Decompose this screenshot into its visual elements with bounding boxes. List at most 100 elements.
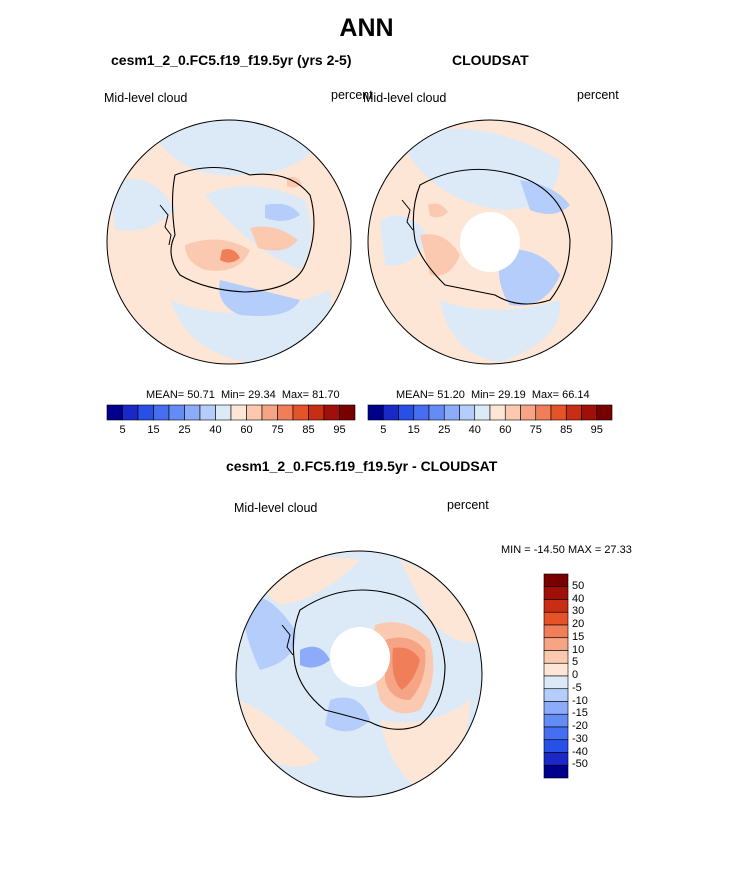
diff-colorbar-swatch — [543, 688, 569, 702]
obs-colorbar-tick-label: 25 — [438, 424, 451, 436]
model-mean-label: MEAN= — [146, 389, 185, 401]
obs-colorbar-tick-label: 95 — [590, 424, 603, 436]
obs-colorbar-swatch — [398, 404, 415, 421]
model-colorbar-swatch — [199, 404, 216, 421]
diff-colorbar-swatch — [543, 650, 569, 664]
diff-colorbar-tick-label: -15 — [572, 707, 588, 720]
obs-max-value: 66.14 — [562, 389, 590, 401]
obs-mean-value: 51.20 — [437, 389, 465, 401]
obs-max-label: Max= — [531, 389, 560, 401]
obs-colorbar-tick-label: 85 — [560, 424, 573, 436]
obs-colorbar-swatch — [382, 404, 399, 421]
model-colorbar-swatch — [323, 404, 340, 421]
model-colorbar-swatch — [153, 404, 170, 421]
diff-colorbar-swatch — [543, 752, 569, 766]
diff-colorbar-tick-label: 50 — [572, 579, 585, 592]
obs-units-label: percent — [577, 88, 619, 102]
obs-colorbar-swatch — [504, 404, 521, 421]
obs-map — [367, 119, 613, 365]
obs-colorbar-swatch — [535, 404, 552, 421]
model-colorbar-swatch — [308, 404, 325, 421]
obs-min-value: 29.19 — [498, 389, 526, 401]
diff-colorbar — [543, 573, 569, 779]
obs-colorbar-swatch — [565, 404, 582, 421]
obs-min-label: Min= — [470, 389, 496, 401]
model-red-patch-1 — [185, 239, 250, 271]
diff-blue-south — [325, 697, 370, 732]
obs-coastline — [412, 168, 571, 305]
model-colorbar — [106, 404, 356, 421]
model-red-patch-2 — [250, 226, 298, 251]
obs-colorbar — [367, 404, 613, 421]
diff-colorbar-tick-label: 15 — [572, 630, 585, 643]
diff-colorbar-swatch — [543, 675, 569, 690]
obs-colorbar-tick-label: 15 — [407, 424, 420, 436]
model-blue-patch — [265, 203, 300, 221]
obs-colorbar-swatch — [459, 404, 476, 421]
model-colorbar-tick-label: 60 — [240, 424, 253, 436]
diff-red-core — [392, 647, 420, 690]
model-max-value: 81.70 — [312, 389, 340, 401]
main-title: ANN — [339, 14, 394, 42]
obs-polar-mask — [460, 212, 520, 272]
model-min-value: 29.34 — [248, 389, 276, 401]
obs-colorbar-tick-label: 40 — [468, 424, 481, 436]
model-red-core — [220, 249, 240, 263]
model-colorbar-swatch — [184, 404, 201, 421]
model-colorbar-swatch — [277, 404, 294, 421]
model-colorbar-swatch — [292, 404, 309, 421]
model-map-border — [106, 119, 352, 365]
model-min-label: Min= — [220, 389, 246, 401]
model-stats: MEAN= 50.71 Min= 29.34 Max= 81.70 — [146, 389, 340, 401]
diff-units-label: percent — [447, 498, 489, 512]
obs-blue-south — [440, 300, 561, 362]
obs-colorbar-swatch — [520, 404, 537, 421]
model-blue-ross — [219, 280, 300, 316]
obs-colorbar-swatch — [367, 404, 384, 421]
obs-peninsula — [401, 199, 414, 231]
diff-colorbar-swatch — [543, 611, 569, 626]
model-colorbar-tick-label: 95 — [333, 424, 346, 436]
model-map — [106, 119, 352, 365]
diff-colorbar-tick-label: 0 — [572, 669, 579, 681]
obs-colorbar-tick-label: 5 — [380, 424, 387, 436]
diff-colorbar-swatch — [543, 701, 569, 715]
obs-variable-label: Mid-level cloud — [363, 91, 447, 105]
model-max-label: Max= — [281, 389, 310, 401]
obs-red-west — [420, 234, 460, 276]
diff-colorbar-swatch — [543, 624, 569, 639]
diff-colorbar-tick-label: -50 — [572, 758, 588, 771]
diff-colorbar-swatch — [543, 662, 569, 677]
obs-blue-west — [380, 215, 430, 266]
model-colorbar-tick-label: 5 — [119, 424, 126, 436]
model-colorbar-swatch — [246, 404, 263, 421]
model-colorbar-swatch — [215, 404, 232, 421]
obs-colorbar-swatch — [428, 404, 445, 421]
diff-colorbar-tick-label: -30 — [572, 732, 588, 745]
model-variable-label: Mid-level cloud — [104, 91, 188, 105]
model-colorbar-tick-label: 85 — [302, 424, 315, 436]
model-colorbar-swatch — [261, 404, 278, 421]
model-mean-value: 50.71 — [187, 389, 215, 401]
diff-colorbar-swatch — [543, 573, 569, 588]
diff-polar-mask — [330, 627, 390, 687]
diff-panel-title: cesm1_2_0.FC5.f19_f19.5yr - CLOUDSAT — [226, 458, 498, 474]
diff-colorbar-swatch — [543, 713, 569, 728]
model-colorbar-swatch — [168, 404, 185, 421]
model-colorbar-swatch — [230, 404, 247, 421]
diff-blue-west — [240, 596, 296, 670]
diff-colorbar-tick-label: 5 — [572, 656, 579, 669]
diff-colorbar-tick-label: 10 — [572, 643, 585, 656]
obs-blue-east — [520, 180, 570, 214]
diff-map — [235, 550, 483, 798]
obs-colorbar-swatch — [581, 404, 598, 421]
diff-peninsula — [281, 624, 294, 656]
model-colorbar-swatch — [106, 404, 123, 421]
obs-panel-title: CLOUDSAT — [452, 52, 529, 68]
obs-colorbar-swatch — [443, 404, 460, 421]
obs-red-patch — [428, 203, 448, 218]
diff-coastline — [292, 589, 446, 730]
diff-colorbar-swatch — [543, 726, 569, 741]
diff-colorbar-tick-label: -5 — [572, 681, 582, 694]
